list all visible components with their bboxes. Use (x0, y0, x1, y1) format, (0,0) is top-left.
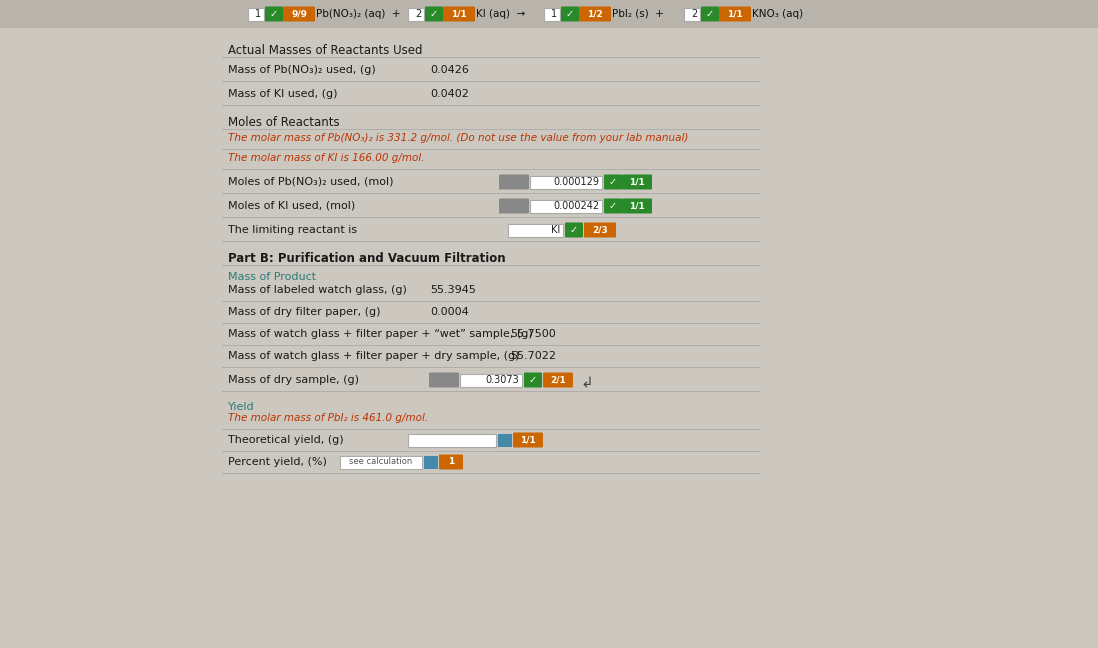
FancyBboxPatch shape (530, 200, 602, 213)
Text: 1: 1 (255, 9, 261, 19)
Text: The molar mass of PbI₂ is 461.0 g/mol.: The molar mass of PbI₂ is 461.0 g/mol. (228, 413, 428, 423)
Text: 0.000242: 0.000242 (553, 201, 600, 211)
Text: 0.0426: 0.0426 (430, 65, 469, 75)
FancyBboxPatch shape (684, 8, 701, 21)
FancyBboxPatch shape (584, 222, 616, 238)
Text: ✓: ✓ (565, 9, 574, 19)
FancyBboxPatch shape (530, 176, 602, 189)
Text: Mass of watch glass + filter paper + “wet” sample, (g): Mass of watch glass + filter paper + “we… (228, 329, 533, 339)
Text: KI (aq)  →: KI (aq) → (477, 9, 525, 19)
Text: Mass of watch glass + filter paper + dry sample, (g): Mass of watch glass + filter paper + dry… (228, 351, 519, 361)
Text: ✓: ✓ (609, 177, 617, 187)
FancyBboxPatch shape (340, 456, 422, 469)
Text: 1/2: 1/2 (587, 10, 603, 19)
FancyBboxPatch shape (408, 8, 424, 21)
FancyBboxPatch shape (425, 6, 442, 21)
Text: 55.7500: 55.7500 (509, 329, 556, 339)
Text: The molar mass of KI is 166.00 g/mol.: The molar mass of KI is 166.00 g/mol. (228, 153, 425, 163)
FancyBboxPatch shape (719, 6, 751, 21)
Text: 1/1: 1/1 (520, 435, 536, 445)
Text: 1/1: 1/1 (629, 202, 645, 211)
Text: 2/1: 2/1 (550, 375, 565, 384)
FancyBboxPatch shape (544, 373, 573, 388)
FancyBboxPatch shape (579, 6, 610, 21)
Text: KNO₃ (aq): KNO₃ (aq) (752, 9, 803, 19)
Text: KI: KI (551, 225, 560, 235)
FancyBboxPatch shape (498, 174, 529, 189)
Text: ✓: ✓ (270, 9, 278, 19)
Text: ✓: ✓ (529, 375, 537, 385)
Text: see calculation: see calculation (349, 457, 413, 467)
Text: Yield: Yield (228, 402, 255, 412)
Text: 1/1: 1/1 (727, 10, 743, 19)
Text: 2: 2 (691, 9, 697, 19)
FancyBboxPatch shape (621, 174, 652, 189)
Text: Mass of KI used, (g): Mass of KI used, (g) (228, 89, 337, 99)
FancyBboxPatch shape (442, 6, 475, 21)
FancyBboxPatch shape (498, 198, 529, 213)
Text: 9/9: 9/9 (291, 10, 307, 19)
Text: 0.0402: 0.0402 (430, 89, 469, 99)
FancyBboxPatch shape (561, 6, 579, 21)
Text: 1: 1 (551, 9, 557, 19)
Text: 0.3073: 0.3073 (485, 375, 519, 385)
FancyBboxPatch shape (621, 198, 652, 213)
Text: 0.0004: 0.0004 (430, 307, 469, 317)
FancyBboxPatch shape (513, 432, 544, 448)
Text: Mass of Product: Mass of Product (228, 272, 316, 282)
FancyBboxPatch shape (498, 434, 512, 446)
Text: Moles of KI used, (mol): Moles of KI used, (mol) (228, 201, 356, 211)
FancyBboxPatch shape (604, 198, 621, 213)
Text: Moles of Pb(NO₃)₂ used, (mol): Moles of Pb(NO₃)₂ used, (mol) (228, 177, 393, 187)
Text: 1: 1 (448, 457, 455, 467)
Text: 1/1: 1/1 (451, 10, 467, 19)
FancyBboxPatch shape (265, 6, 283, 21)
Text: 0.000129: 0.000129 (553, 177, 600, 187)
Text: Percent yield, (%): Percent yield, (%) (228, 457, 327, 467)
Text: Actual Masses of Reactants Used: Actual Masses of Reactants Used (228, 44, 423, 57)
Text: The limiting reactant is: The limiting reactant is (228, 225, 357, 235)
Text: 55.3945: 55.3945 (430, 285, 475, 295)
Text: Pb(NO₃)₂ (aq)  +: Pb(NO₃)₂ (aq) + (316, 9, 401, 19)
FancyBboxPatch shape (439, 454, 463, 470)
Text: The molar mass of Pb(NO₃)₂ is 331.2 g/mol. (Do not use the value from your lab m: The molar mass of Pb(NO₃)₂ is 331.2 g/mo… (228, 133, 688, 143)
Text: Mass of dry sample, (g): Mass of dry sample, (g) (228, 375, 359, 385)
FancyBboxPatch shape (248, 8, 264, 21)
FancyBboxPatch shape (283, 6, 315, 21)
Text: PbI₂ (s)  +: PbI₂ (s) + (612, 9, 664, 19)
Text: ✓: ✓ (430, 9, 438, 19)
Text: ✓: ✓ (570, 225, 578, 235)
FancyBboxPatch shape (0, 0, 1098, 28)
Text: Mass of Pb(NO₃)₂ used, (g): Mass of Pb(NO₃)₂ used, (g) (228, 65, 376, 75)
FancyBboxPatch shape (429, 373, 459, 388)
Text: Theoretical yield, (g): Theoretical yield, (g) (228, 435, 344, 445)
Text: ↲: ↲ (580, 375, 593, 391)
FancyBboxPatch shape (544, 8, 560, 21)
Text: Mass of labeled watch glass, (g): Mass of labeled watch glass, (g) (228, 285, 407, 295)
FancyBboxPatch shape (508, 224, 563, 237)
Text: 1/1: 1/1 (629, 178, 645, 187)
Text: 2/3: 2/3 (592, 226, 608, 235)
FancyBboxPatch shape (424, 456, 438, 469)
FancyBboxPatch shape (565, 222, 583, 238)
FancyBboxPatch shape (604, 174, 621, 189)
FancyBboxPatch shape (460, 373, 522, 386)
Text: ✓: ✓ (706, 9, 714, 19)
FancyBboxPatch shape (408, 434, 496, 446)
Text: 2: 2 (415, 9, 421, 19)
Text: Moles of Reactants: Moles of Reactants (228, 116, 339, 129)
Text: 55.7022: 55.7022 (509, 351, 556, 361)
Text: ✓: ✓ (609, 201, 617, 211)
FancyBboxPatch shape (524, 373, 542, 388)
Text: Part B: Purification and Vacuum Filtration: Part B: Purification and Vacuum Filtrati… (228, 252, 505, 265)
FancyBboxPatch shape (701, 6, 719, 21)
Text: Mass of dry filter paper, (g): Mass of dry filter paper, (g) (228, 307, 381, 317)
